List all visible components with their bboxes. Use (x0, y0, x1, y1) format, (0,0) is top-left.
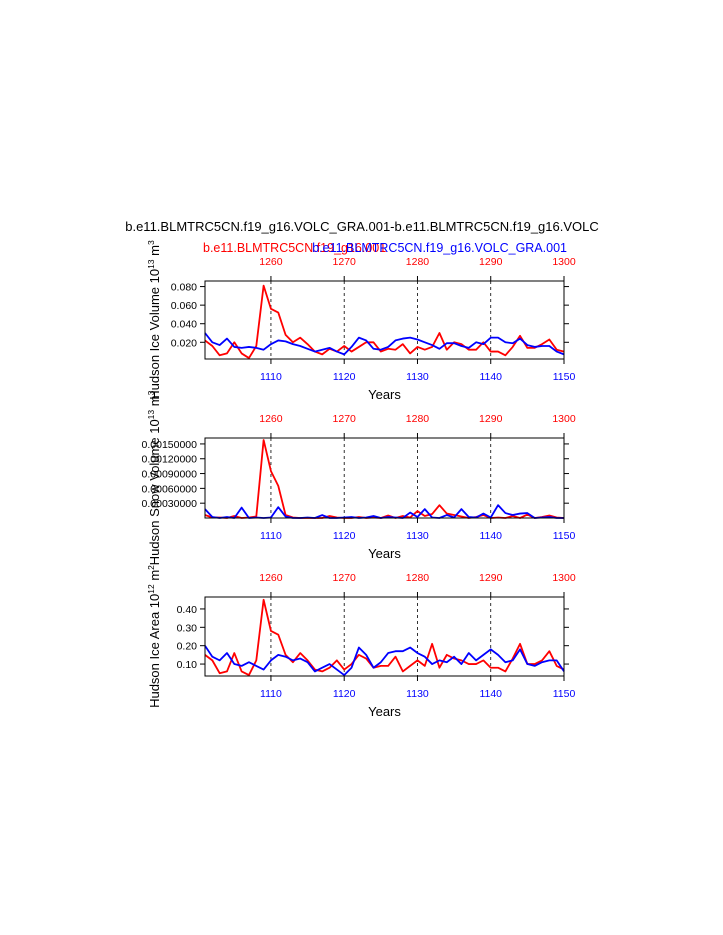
ice-volume-series-blue-line (204, 332, 565, 356)
ice-volume-y-axis-title: Hudson Ice Volume 1013 m3 (146, 240, 162, 400)
ice-area-x-tick-label: 1140 (479, 688, 502, 700)
ice-volume-x-tick-label: 1150 (553, 371, 576, 383)
ice-area-top-x-tick-label: 1300 (552, 572, 576, 584)
ice-volume-top-x-tick-label: 1270 (333, 256, 357, 268)
snow-volume-y-tick-label: 0.00060000 (142, 483, 198, 495)
ice-area-x-tick-label: 1150 (553, 688, 576, 700)
ice-volume-top-x-tick-label: 1260 (259, 256, 283, 268)
ice-volume-series-red-line (204, 284, 565, 359)
snow-volume-top-x-tick-label: 1300 (552, 413, 576, 425)
snow-volume-x-tick-label: 1130 (406, 530, 429, 542)
snow-volume-top-x-tick-label: 1260 (259, 413, 283, 425)
snow-volume-y-tick-label: 0.00030000 (142, 498, 198, 510)
ice-volume-x-axis-title: Years (368, 387, 401, 402)
snow-volume-x-tick-label: 1140 (479, 530, 502, 542)
ice-area-panel: 0.10 0.20 0.30 0.40 1110 1120 1130 1140 1150 1260… (146, 565, 576, 719)
snow-volume-top-x-tick-label: 1280 (406, 413, 430, 425)
ice-volume-plot-frame (204, 280, 565, 360)
snow-volume-y-tick-label: 0.00090000 (142, 469, 198, 481)
ice-area-x-axis-title: Years (368, 704, 401, 719)
ice-area-top-x-tick-label: 1260 (259, 572, 283, 584)
snow-volume-x-tick-label: 1110 (260, 530, 282, 542)
ice-area-series-blue-line (204, 645, 565, 676)
ice-area-x-tick-label: 1110 (260, 688, 282, 700)
ice-area-x-tick-label: 1130 (406, 688, 429, 700)
snow-volume-series-red-line (204, 439, 565, 519)
legend-red-label: b.e11.BLMTRC5CN.f19_g16.001 (203, 241, 386, 255)
ice-volume-panel: 0.020 0.040 0.060 0.080 1110 1120 1130 1140 1150… (146, 240, 576, 402)
snow-volume-plot-frame (204, 437, 565, 519)
snow-volume-x-axis-title: Years (368, 546, 401, 561)
ice-volume-y-tick-label: 0.040 (171, 319, 197, 331)
ice-area-y-tick-label: 0.20 (177, 641, 198, 653)
snow-volume-top-x-tick-label: 1270 (333, 413, 357, 425)
snow-volume-x-tick-label: 1150 (553, 530, 576, 542)
ice-volume-top-x-tick-label: 1300 (552, 256, 576, 268)
ice-volume-x-tick-label: 1130 (406, 371, 429, 383)
ice-area-top-x-tick-label: 1280 (406, 572, 430, 584)
ice-volume-x-tick-label: 1110 (260, 371, 282, 383)
ice-volume-y-tick-label: 0.020 (171, 337, 197, 349)
ice-area-y-tick-label: 0.40 (177, 604, 198, 616)
ice-area-y-tick-label: 0.30 (177, 622, 198, 634)
ice-volume-x-tick-label: 1140 (479, 371, 502, 383)
snow-volume-y-tick-label: 0.00150000 (142, 439, 198, 451)
ice-volume-top-x-tick-label: 1280 (406, 256, 430, 268)
ice-volume-x-tick-label: 1120 (333, 371, 356, 383)
snow-volume-x-tick-label: 1120 (333, 530, 356, 542)
ice-area-top-x-tick-label: 1290 (479, 572, 503, 584)
snow-volume-panel: 0.00030000 0.00060000 0.00090000 0.00120000… (142, 390, 576, 565)
ice-area-y-tick-label: 0.10 (177, 659, 198, 671)
ice-volume-y-tick-label: 0.080 (171, 282, 197, 294)
ice-volume-y-tick-label: 0.060 (171, 300, 197, 312)
ice-area-top-x-tick-label: 1270 (333, 572, 357, 584)
ice-volume-top-x-tick-label: 1290 (479, 256, 503, 268)
ice-area-series-red-line (204, 598, 565, 676)
figure-title: b.e11.BLMTRC5CN.f19_g16.VOLC_GRA.001-b.e… (125, 219, 599, 234)
ice-area-x-tick-label: 1120 (333, 688, 356, 700)
snow-volume-top-x-tick-label: 1290 (479, 413, 503, 425)
snow-volume-y-axis-title: Hudson Snow Volume 1013 m3 (146, 390, 162, 565)
snow-volume-y-tick-label: 0.00120000 (142, 454, 198, 466)
ice-area-plot-frame (204, 596, 565, 677)
ice-area-y-axis-title: Hudson Ice Area 1012 m2 (146, 565, 162, 708)
legend-blue-label: b.e11.BLMTRC5CN.f19_g16.VOLC_GRA.001 (312, 241, 567, 255)
